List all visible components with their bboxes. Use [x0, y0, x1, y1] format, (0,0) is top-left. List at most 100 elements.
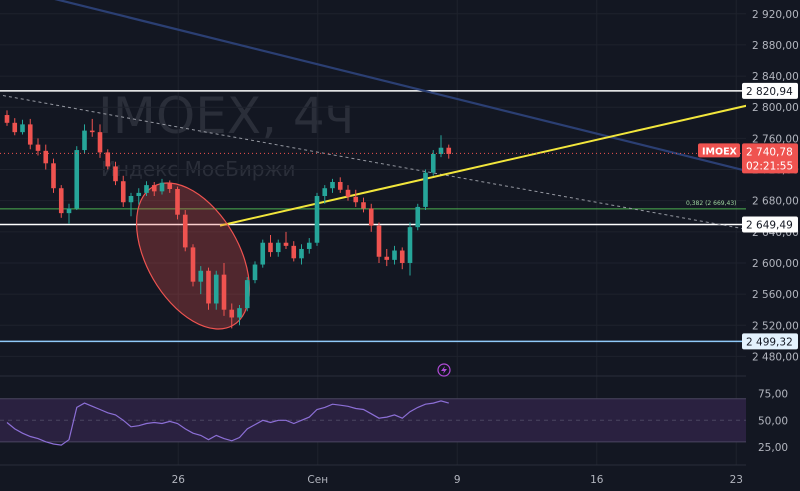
- time-tick-label: Сен: [307, 474, 328, 486]
- candle-body: [175, 189, 180, 215]
- time-axis[interactable]: 26Сен91623Окт: [0, 466, 800, 491]
- candle-body: [128, 196, 134, 203]
- candle-body: [407, 227, 413, 263]
- candle-body: [244, 280, 250, 309]
- candle: [12, 118, 18, 136]
- level-price-text: 2 649,49: [746, 219, 793, 231]
- candle-body: [361, 202, 366, 209]
- price-tick-label: 2 680,00: [752, 196, 799, 208]
- candle: [268, 234, 273, 257]
- fib-label: 0,382 (2 669,43): [686, 200, 736, 207]
- candle-body: [206, 270, 211, 304]
- candle-body: [43, 150, 49, 164]
- candle-body: [20, 124, 25, 133]
- candle-body: [306, 242, 312, 249]
- candle: [105, 149, 111, 170]
- candle-body: [82, 130, 87, 151]
- candle: [144, 181, 149, 197]
- price-tick-label: 2 800,00: [752, 102, 799, 114]
- candle-body: [299, 248, 304, 259]
- candle-body: [353, 196, 359, 203]
- candle-body: [423, 172, 428, 207]
- level-price-text: 2 820,94: [746, 86, 793, 98]
- rsi-band: [0, 398, 746, 442]
- current-price-badge: [742, 143, 798, 174]
- candle: [167, 180, 173, 193]
- price-tick-label: 2 920,00: [752, 9, 799, 21]
- candle-body: [51, 163, 56, 189]
- candle: [407, 222, 413, 276]
- candle: [299, 244, 304, 265]
- candle-body: [74, 150, 80, 209]
- candle: [322, 185, 328, 204]
- candle-body: [113, 166, 118, 182]
- candle-body: [198, 270, 204, 282]
- candle-body: [446, 147, 452, 154]
- candle-body: [213, 274, 219, 304]
- candle: [399, 247, 405, 270]
- trendlines[interactable]: [0, 0, 800, 236]
- candle: [113, 161, 118, 186]
- candle: [82, 124, 87, 154]
- candle: [430, 150, 436, 176]
- candle: [337, 177, 343, 193]
- trendline-dotted[interactable]: [2, 95, 779, 236]
- candle-body: [35, 144, 41, 151]
- candle: [229, 303, 235, 329]
- candle-body: [368, 208, 374, 226]
- candle: [66, 203, 72, 225]
- time-axis-bg: [0, 466, 800, 491]
- time-tick-label: 9: [454, 474, 461, 486]
- rsi-axis[interactable]: 75,00 50,00 25,00: [758, 388, 788, 454]
- candle: [368, 203, 374, 232]
- price-axis-bg: [746, 0, 800, 491]
- candle: [120, 175, 126, 207]
- candle: [291, 241, 297, 262]
- candle: [244, 276, 250, 312]
- candle-body: [376, 225, 382, 257]
- candle-body: [438, 147, 444, 154]
- candle-body: [4, 115, 10, 123]
- lightning-icon[interactable]: [437, 363, 451, 377]
- rsi-tick-label: 25,00: [758, 442, 788, 454]
- current-price-text: 2 740,78: [746, 146, 793, 158]
- candle-body: [12, 122, 18, 133]
- trendline-yellow-support[interactable]: [219, 67, 800, 227]
- candle-body: [283, 242, 289, 246]
- candle: [128, 192, 134, 217]
- candle-body: [136, 192, 142, 197]
- watermark-symbol: IMOEX, 4ч: [98, 87, 354, 145]
- time-tick-label: 16: [590, 474, 604, 486]
- candle: [446, 144, 452, 159]
- candle-body: [275, 242, 281, 253]
- countdown-text: 02:21:55: [746, 160, 793, 172]
- price-tick-label: 2 760,00: [752, 133, 799, 145]
- price-tick-label: 2 520,00: [752, 320, 799, 332]
- price-tick-label: 2 560,00: [752, 289, 799, 301]
- rsi-tick-label: 75,00: [758, 388, 788, 400]
- candle: [330, 178, 335, 193]
- candle-body: [314, 196, 320, 243]
- candle: [97, 124, 103, 158]
- candle: [58, 185, 64, 218]
- candle: [306, 238, 312, 254]
- candle-body: [144, 185, 149, 193]
- price-axis[interactable]: 2 920,00 2 880,00 2 840,00 2 800,00 2 760,00…: [746, 0, 800, 491]
- candles: [0, 110, 746, 329]
- candle: [20, 119, 25, 135]
- candle: [275, 239, 281, 257]
- candle: [283, 231, 289, 249]
- rsi-panel: [0, 398, 746, 446]
- trendline-blue-resistance[interactable]: [0, 0, 800, 196]
- candle: [190, 244, 196, 287]
- candle-body: [229, 309, 235, 318]
- candle-body: [399, 250, 405, 263]
- candle-body: [322, 188, 328, 197]
- candle-body: [66, 208, 72, 214]
- level-price-badge: [742, 216, 798, 233]
- candle-body: [221, 274, 227, 310]
- candle: [252, 261, 258, 284]
- candle: [423, 169, 428, 211]
- candle-body: [291, 245, 297, 259]
